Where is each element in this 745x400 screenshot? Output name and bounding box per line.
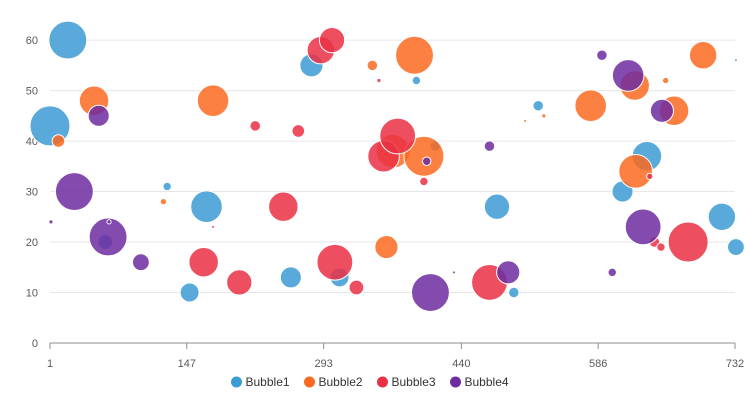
y-tick-label: 10 [26, 288, 38, 300]
bubble4-bubble[interactable] [54, 172, 94, 211]
legend-label: Bubble4 [465, 375, 509, 389]
bubble2-bubble[interactable] [618, 154, 654, 189]
bubble2-bubble[interactable] [196, 84, 230, 117]
bubble2-bubble[interactable] [366, 59, 379, 72]
bubble3-bubble[interactable] [188, 246, 219, 278]
legend-swatch [304, 376, 315, 388]
bubble3-bubble[interactable] [316, 243, 354, 281]
legend-swatch [450, 376, 461, 388]
bubble3-bubble[interactable] [249, 120, 261, 132]
bubble1-bubble[interactable] [707, 202, 737, 231]
bubble4-bubble[interactable] [624, 208, 662, 246]
legend-label: Bubble3 [392, 375, 436, 389]
bubble2-bubble[interactable] [661, 76, 670, 85]
x-tick-label: 586 [589, 358, 607, 370]
legend-item-bubble1[interactable]: Bubble1 [231, 375, 290, 389]
bubble4-bubble[interactable] [87, 104, 110, 127]
bubble3-bubble[interactable] [226, 269, 253, 296]
bubble4-bubble[interactable] [607, 267, 617, 278]
legend-swatch [377, 376, 388, 388]
bubble2-bubble[interactable] [688, 41, 718, 70]
x-tick-label: 732 [726, 358, 744, 370]
series-bubble3 [188, 26, 709, 301]
bubble3-bubble[interactable] [268, 191, 299, 222]
bubble3-bubble[interactable] [656, 242, 666, 252]
legend-item-bubble2[interactable]: Bubble2 [304, 375, 363, 389]
bubble4-bubble[interactable] [106, 219, 112, 225]
x-tick-label: 293 [314, 358, 332, 370]
bubble4-bubble[interactable] [611, 59, 645, 92]
legend-item-bubble3[interactable]: Bubble3 [377, 375, 436, 389]
legend-item-bubble4[interactable]: Bubble4 [450, 375, 509, 389]
bubble1-bubble[interactable] [48, 20, 88, 60]
bubble1-bubble[interactable] [179, 282, 200, 303]
bubble3-bubble[interactable] [667, 221, 709, 263]
bubble4-bubble[interactable] [596, 49, 608, 62]
bubble1-bubble[interactable] [733, 58, 738, 63]
bubble2-bubble[interactable] [395, 35, 434, 75]
bubble2-bubble[interactable] [523, 118, 528, 123]
bubble4-bubble[interactable] [48, 219, 54, 225]
x-tick-label: 1 [47, 358, 53, 370]
y-tick-label: 20 [26, 237, 38, 249]
bubble2-bubble[interactable] [574, 89, 607, 123]
bubble2-bubble[interactable] [374, 235, 399, 260]
y-tick-label: 0 [32, 338, 38, 350]
bubble4-bubble[interactable] [483, 140, 496, 152]
bubble3-bubble[interactable] [646, 172, 654, 181]
bubble1-bubble[interactable] [508, 286, 520, 299]
bubble1-bubble[interactable] [190, 190, 223, 223]
bubble3-bubble[interactable] [348, 279, 365, 296]
bubble3-bubble[interactable] [419, 176, 429, 187]
x-tick-label: 147 [178, 358, 196, 370]
bubble3-bubble[interactable] [291, 124, 306, 138]
bubble1-bubble[interactable] [162, 181, 172, 192]
bubble1-bubble[interactable] [411, 75, 422, 86]
bubble4-bubble[interactable] [88, 217, 128, 257]
bubble2-bubble[interactable] [51, 134, 66, 148]
series-bubble4 [48, 49, 674, 312]
bubble4-bubble[interactable] [451, 270, 456, 275]
bubble1-bubble[interactable] [483, 193, 511, 220]
bubble1-bubble[interactable] [279, 266, 302, 289]
bubble4-bubble[interactable] [649, 98, 674, 123]
bubble2-bubble[interactable] [541, 113, 547, 119]
bubble3-bubble[interactable] [318, 26, 346, 54]
bubble3-bubble[interactable] [376, 77, 382, 84]
legend-swatch [231, 376, 242, 388]
bubble4-bubble[interactable] [131, 253, 150, 272]
grid [50, 39, 735, 294]
bubble3-bubble[interactable] [379, 117, 417, 155]
legend[interactable]: Bubble1 Bubble2 Bubble3 Bubble4 [231, 375, 509, 389]
bubble2-bubble[interactable] [403, 135, 445, 177]
legend-label: Bubble1 [246, 375, 290, 389]
y-tick-label: 30 [26, 187, 38, 199]
bubble2-bubble[interactable] [159, 197, 168, 206]
bubble4-bubble[interactable] [421, 156, 432, 166]
y-tick-label: 60 [26, 35, 38, 47]
bubble4-bubble[interactable] [496, 260, 521, 285]
x-tick-label: 440 [452, 358, 470, 370]
series-bubble2 [51, 35, 718, 260]
bubble-series [29, 20, 745, 312]
bubble1-bubble[interactable] [727, 238, 745, 257]
legend-label: Bubble2 [319, 375, 363, 389]
y-tick-label: 50 [26, 86, 38, 98]
bubble3-bubble[interactable] [211, 224, 216, 229]
bubble4-bubble[interactable] [411, 273, 450, 312]
bubble1-bubble[interactable] [532, 99, 544, 112]
